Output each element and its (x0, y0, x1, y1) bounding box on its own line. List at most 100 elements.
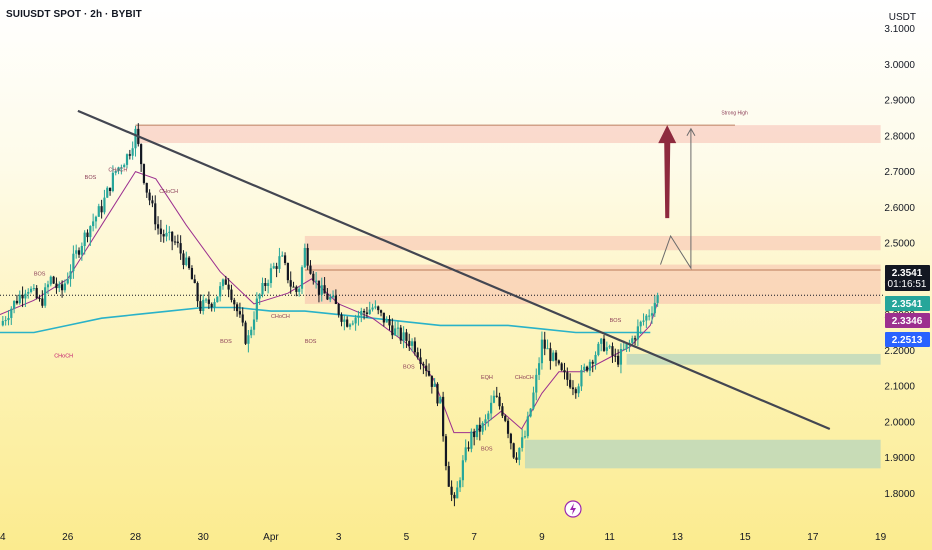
candle (492, 390, 496, 404)
candle (241, 307, 244, 327)
candle (394, 321, 397, 336)
candle (94, 215, 98, 229)
candle (518, 447, 521, 466)
demand-zone-4 (524, 439, 881, 469)
candle-body (247, 335, 250, 344)
candle-body (134, 128, 137, 149)
candle (504, 414, 507, 423)
candle-body (537, 363, 541, 375)
candle (44, 283, 47, 308)
candle-body (588, 361, 591, 371)
candle-body (199, 301, 202, 312)
candle-body (241, 314, 244, 323)
candle-body (15, 300, 19, 304)
candle-body (571, 387, 575, 390)
candle-body (374, 306, 377, 308)
candle-body (111, 172, 114, 192)
x-tick-label: 5 (404, 532, 410, 543)
candle-body (577, 386, 580, 394)
candle (334, 289, 337, 305)
candle-body (58, 284, 61, 289)
candle (481, 421, 484, 435)
candle-body (188, 257, 191, 269)
candle-body (529, 408, 532, 417)
candle (385, 316, 388, 323)
candle (515, 452, 518, 463)
candle-body (21, 294, 24, 299)
candle (425, 359, 428, 377)
candle-body (230, 289, 233, 300)
y-tick-label: 2.2000 (884, 346, 915, 357)
candle (388, 315, 391, 331)
candle (580, 365, 583, 391)
candle (554, 350, 558, 367)
symbol-title[interactable]: SUIUSDT SPOT · 2h · BYBIT (6, 9, 142, 20)
candle (4, 316, 7, 326)
candle (602, 334, 606, 352)
candle (207, 291, 210, 309)
candle (365, 306, 369, 318)
candle-body (295, 286, 298, 292)
candle-body (100, 206, 103, 213)
x-tick-label: 7 (471, 532, 477, 543)
x-tick-label: 11 (604, 532, 615, 543)
candle-body (244, 322, 247, 344)
candle (179, 235, 182, 260)
candle (58, 281, 61, 292)
candle (354, 314, 357, 331)
candle (227, 278, 230, 298)
candle (478, 417, 481, 441)
candle-body (521, 437, 524, 448)
x-tick-label: 24 (0, 532, 6, 543)
candle-body (639, 321, 642, 327)
candle-body (456, 487, 459, 499)
annotation-label: BOS (305, 339, 317, 345)
candle (176, 234, 179, 248)
candle-body (487, 413, 490, 420)
candle-body (557, 360, 560, 364)
candle (221, 278, 225, 290)
x-tick-label: 3 (336, 532, 342, 543)
candle (142, 163, 146, 185)
candle (41, 290, 44, 308)
candle (529, 408, 532, 418)
candle (168, 226, 171, 241)
candle-body (362, 310, 366, 313)
candle (269, 263, 273, 288)
candle-body (625, 344, 628, 349)
candle-body (453, 494, 456, 499)
candle-body (29, 288, 33, 292)
candle-body (566, 372, 569, 380)
candle (569, 373, 572, 389)
annotation-label: BOS (220, 339, 232, 345)
candle (108, 187, 112, 196)
candle (159, 219, 162, 242)
candle (639, 320, 642, 335)
candle (608, 344, 611, 349)
candle (173, 235, 177, 246)
candle (617, 349, 620, 368)
candle (106, 186, 109, 198)
candle (566, 367, 569, 386)
candle (238, 302, 242, 318)
candle-body (275, 266, 278, 269)
candle-body (298, 288, 301, 292)
candle (326, 288, 329, 301)
candle-body (458, 480, 462, 488)
candle (509, 432, 512, 450)
candle-body (252, 319, 256, 330)
candle-body (55, 283, 58, 289)
candle-body (608, 346, 611, 348)
candle (408, 333, 411, 351)
candle (368, 301, 371, 315)
candle (456, 481, 459, 499)
candle (484, 414, 487, 431)
candle-body (385, 319, 388, 323)
candle (235, 302, 239, 317)
candle-body (484, 419, 487, 424)
candle (230, 284, 233, 303)
candle-body (351, 323, 354, 325)
candle-body (475, 424, 479, 438)
candle-body (13, 300, 16, 309)
